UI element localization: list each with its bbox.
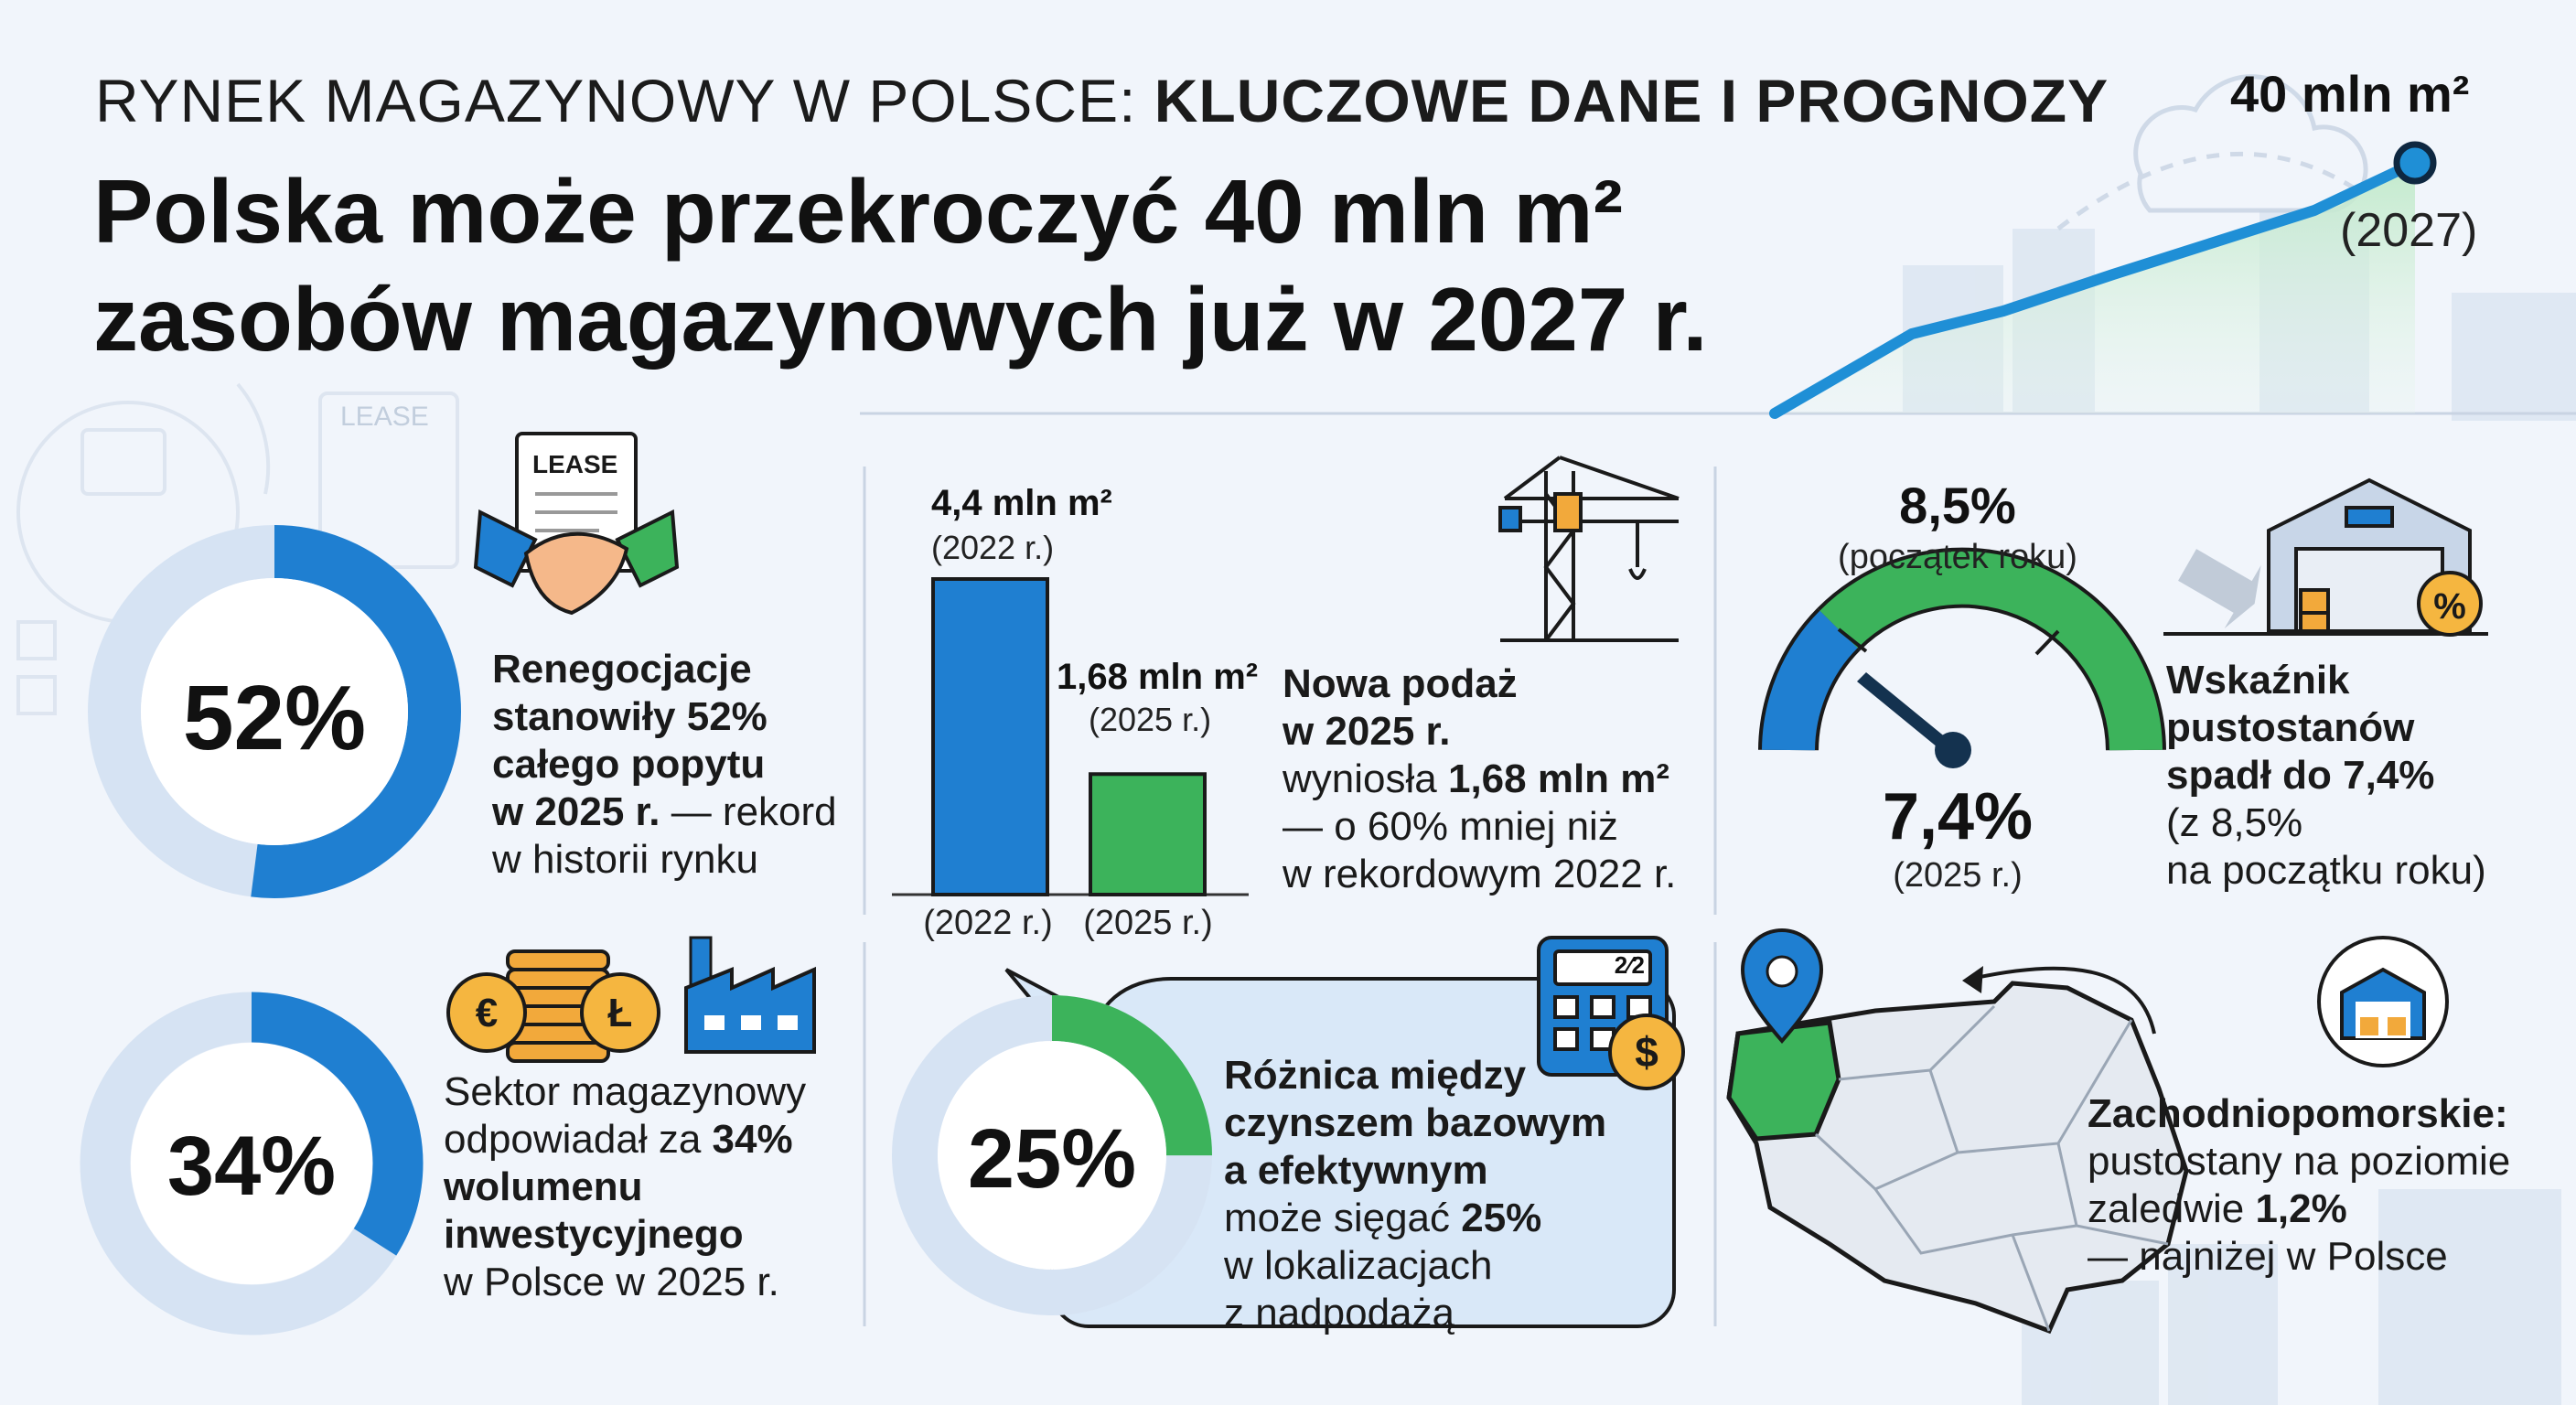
vacancy-current-value: 7,4% <box>1882 780 2034 853</box>
renegotiation-line-4-rest: — rekord <box>660 789 837 834</box>
investment-line-2: odpowiadał za 34% <box>444 1116 806 1164</box>
investment-line-5: w Polsce w 2025 r. <box>444 1260 779 1304</box>
vacancy-text: Wskaźnik pustostanów spadł do 7,4% (z 8,… <box>2166 657 2486 895</box>
region-line-3-prefix: zaledwie <box>2088 1186 2256 1231</box>
renegotiation-percent: 52% <box>182 667 367 769</box>
vacancy-start-value: 8,5% <box>1899 477 2016 534</box>
region-line-3-bold: 1,2% <box>2255 1186 2347 1231</box>
curved-arrow-head <box>1962 966 1983 993</box>
investment-percent: 34% <box>166 1120 337 1213</box>
down-arrow-icon <box>2178 549 2261 629</box>
bar-value-label-2025: 1,68 mln m² <box>1057 657 1259 697</box>
rent-line-4-bold: 25% <box>1461 1196 1542 1240</box>
investment-text: Sektor magazynowy odpowiadał za 34% wolu… <box>444 1068 806 1306</box>
renegotiation-text: Renegocjacje stanowiły 52% całego popytu… <box>492 646 837 884</box>
background-lease-text: LEASE <box>340 402 429 432</box>
investment-line-2-prefix: odpowiadał za <box>444 1117 713 1162</box>
rent-line-6: z nadpodażą <box>1224 1291 1454 1335</box>
headline-line-2: zasobów magazynowych już w 2027 r. <box>93 269 1708 370</box>
poland-map-icon <box>1726 981 2189 1335</box>
bar-2022 <box>931 577 1049 896</box>
rent-line-2: czynszem bazowym <box>1224 1100 1607 1145</box>
map-pin-icon <box>1740 928 1824 1045</box>
renegotiation-line-2: stanowiły 52% <box>492 694 767 739</box>
renegotiation-line-4-bold: w 2025 r. <box>492 789 660 834</box>
bar-value-sublabel-2022: (2022 r.) <box>931 529 1055 566</box>
rent-percent: 25% <box>967 1112 1137 1206</box>
donut-25 <box>892 995 1212 1315</box>
supply-title-2: w 2025 r. <box>1283 709 1451 754</box>
region-text: Zachodniopomorskie: pustostany na poziom… <box>2088 1090 2510 1281</box>
supply-line-3-bold: 1,68 mln m² <box>1447 756 1670 801</box>
kicker: RYNEK MAGAZYNOWY W POLSCE: KLUCZOWE DANE… <box>95 66 2109 135</box>
calculator-display: 2⁄2 <box>1614 951 1645 979</box>
bar-category-label-2025: (2025 r.) <box>1083 904 1213 942</box>
bar-series <box>931 577 1207 896</box>
supply-text: Nowa podaż w 2025 r. wyniosła 1,68 mln m… <box>1283 660 1676 898</box>
headline-line-1: Polska może przekroczyć 40 mln m² <box>93 161 1624 262</box>
bar-value-label-2022: 4,4 mln m² <box>931 483 1112 523</box>
calculator-icon <box>1537 936 1669 1077</box>
euro-symbol: € <box>476 991 498 1035</box>
handshake-icon <box>473 509 680 616</box>
vacancy-title-1: Wskaźnik <box>2166 658 2350 702</box>
section-dividers <box>863 467 1717 1326</box>
investment-line-3: wolumenu <box>444 1164 643 1209</box>
rent-text: Różnica między czynszem bazowym a efekty… <box>1224 1052 1606 1337</box>
rent-line-1: Różnica między <box>1224 1053 1527 1098</box>
region-line-3: zaledwie 1,2% <box>2088 1185 2510 1233</box>
factory-icon <box>684 936 816 1054</box>
donut-34 <box>80 992 424 1335</box>
supply-line-5: w rekordowym 2022 r. <box>1283 852 1677 896</box>
coins-icon <box>446 949 660 1063</box>
rent-line-4-prefix: może sięgać <box>1224 1196 1462 1240</box>
renegotiation-line-1: Renegocjacje <box>492 647 752 692</box>
supply-line-3-prefix: wyniosła <box>1283 756 1448 801</box>
dollar-coin-icon <box>1608 1014 1685 1090</box>
renegotiation-line-4: w 2025 r. — rekord <box>492 788 837 836</box>
trend-area <box>1775 163 2415 413</box>
region-title: Zachodniopomorskie: <box>2088 1091 2508 1136</box>
curved-arrow <box>1970 966 2156 1035</box>
headline: Polska może przekroczyć 40 mln m² zasobó… <box>93 157 1708 373</box>
vacancy-start-note: (początek roku) <box>1838 538 2077 576</box>
supply-line-4: — o 60% mniej niż <box>1283 804 1618 849</box>
bar-category-label-2022: (2022 r.) <box>923 904 1053 942</box>
donut-52 <box>88 525 461 898</box>
vacancy-line-4: (z 8,5% <box>2166 800 2303 845</box>
kicker-bold: KLUCZOWE DANE I PROGNOZY <box>1154 67 2109 134</box>
investment-line-1: Sektor magazynowy <box>444 1069 807 1114</box>
crane-icon <box>1498 456 1680 642</box>
investment-line-2-bold: 34% <box>712 1117 793 1162</box>
warehouse-circle-icon <box>2317 936 2449 1067</box>
trend-year: (2027) <box>2340 204 2478 257</box>
vacancy-title-2: pustostanów <box>2166 705 2415 750</box>
vacancy-title-3: spadł do 7,4% <box>2166 753 2435 798</box>
bar-value-sublabel-2025: (2025 r.) <box>1089 701 1212 738</box>
supply-line-3: wyniosła 1,68 mln m² <box>1283 756 1676 803</box>
gauge-icon <box>1758 547 2166 768</box>
rent-line-5: w lokalizacjach <box>1224 1243 1493 1288</box>
renegotiation-line-3: całego popytu <box>492 742 766 787</box>
zloty-symbol: Ł <box>608 991 633 1035</box>
percent-icon <box>2417 571 2483 637</box>
investment-line-4: inwestycyjnego <box>444 1212 744 1257</box>
kicker-prefix: RYNEK MAGAZYNOWY W POLSCE: <box>95 67 1154 134</box>
vacancy-line-5: na początku roku) <box>2166 848 2486 893</box>
dollar-symbol: $ <box>1635 1028 1658 1076</box>
trend-line <box>1769 157 2420 419</box>
trend-value: 40 mln m² <box>2230 65 2470 123</box>
renegotiation-line-5: w historii rynku <box>492 837 758 882</box>
region-line-2: pustostany na poziomie <box>2088 1139 2511 1184</box>
lease-label: LEASE <box>532 450 618 478</box>
region-line-4: — najniżej w Polsce <box>2088 1234 2448 1279</box>
supply-title-1: Nowa podaż <box>1283 661 1518 706</box>
percent-symbol: % <box>2433 586 2466 627</box>
rent-line-4: może sięgać 25% <box>1224 1195 1606 1242</box>
trend-end-point <box>2393 141 2437 185</box>
bar-2025 <box>1089 772 1207 896</box>
vacancy-current-note: (2025 r.) <box>1893 856 2023 895</box>
rent-line-3: a efektywnym <box>1224 1148 1488 1193</box>
